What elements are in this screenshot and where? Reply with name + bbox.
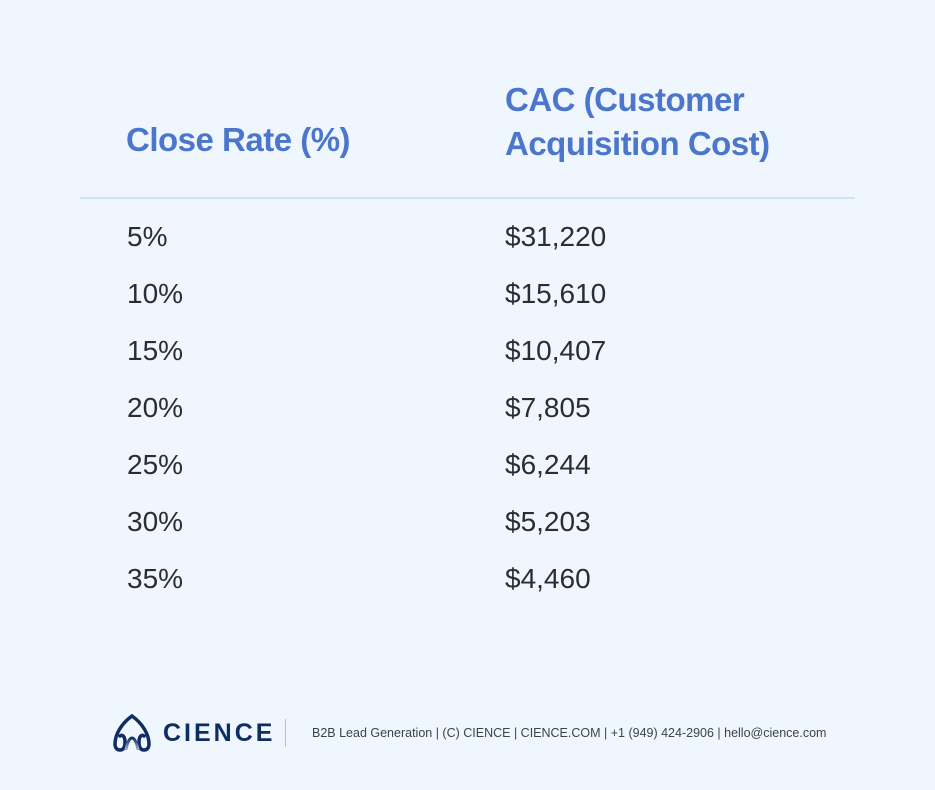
cac-cell: $15,610 bbox=[505, 278, 607, 309]
table-row: 25% $6,244 bbox=[80, 449, 855, 506]
table-row: 35% $4,460 bbox=[80, 563, 855, 620]
cac-table: Close Rate (%) CAC (Customer Acquisition… bbox=[80, 0, 855, 594]
close-rate-cell: 30% bbox=[127, 506, 184, 537]
close-rate-cell: 35% bbox=[127, 563, 184, 594]
cac-cell: $6,244 bbox=[505, 449, 591, 480]
close-rate-cell: 15% bbox=[127, 335, 184, 366]
cience-logo-icon bbox=[113, 714, 151, 752]
header-cac-line1: CAC (Customer bbox=[505, 81, 745, 118]
cac-cell: $31,220 bbox=[505, 221, 607, 252]
cac-cell: $5,203 bbox=[505, 506, 591, 537]
header-cac: CAC (Customer Acquisition Cost) bbox=[505, 78, 770, 166]
footer-contact-text: B2B Lead Generation | (C) CIENCE | CIENC… bbox=[312, 726, 827, 740]
header-cac-line2: Acquisition Cost) bbox=[505, 125, 770, 162]
table-row: 30% $5,203 bbox=[80, 506, 855, 563]
footer: CIENCE B2B Lead Generation | (C) CIENCE … bbox=[112, 714, 832, 752]
cac-cell: $4,460 bbox=[505, 563, 591, 594]
close-rate-cell: 10% bbox=[127, 278, 184, 309]
close-rate-cell: 20% bbox=[127, 392, 184, 423]
close-rate-cell: 25% bbox=[127, 449, 184, 480]
header-close-rate: Close Rate (%) bbox=[126, 121, 351, 158]
table-row: 15% $10,407 bbox=[80, 335, 855, 392]
table-row: 5% $31,220 bbox=[80, 221, 855, 278]
table-row: 10% $15,610 bbox=[80, 278, 855, 335]
close-rate-cell: 5% bbox=[127, 221, 168, 252]
cac-cell: $10,407 bbox=[505, 335, 607, 366]
table-header: Close Rate (%) CAC (Customer Acquisition… bbox=[80, 0, 855, 199]
brand-name: CIENCE bbox=[163, 719, 276, 747]
table-row: 20% $7,805 bbox=[80, 392, 855, 449]
cac-cell: $7,805 bbox=[505, 392, 591, 423]
footer-divider bbox=[285, 719, 286, 747]
